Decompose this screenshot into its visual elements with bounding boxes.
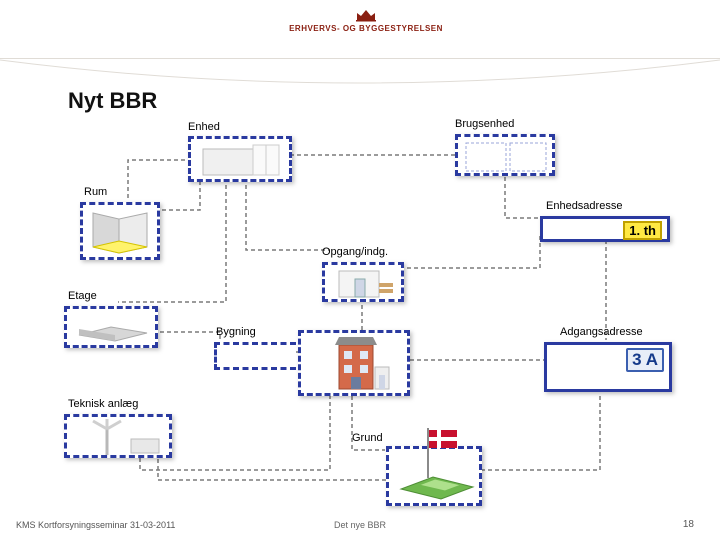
- badge-1th: 1. th: [623, 221, 662, 240]
- label-rum: Rum: [84, 186, 107, 198]
- label-grund: Grund: [352, 432, 383, 444]
- label-enhedsadresse: Enhedsadresse: [546, 200, 622, 212]
- org-logo: ERHVERVS- OG BYGGESTYRELSEN: [286, 8, 446, 33]
- header-rule: [0, 58, 720, 59]
- node-rum: [80, 202, 160, 260]
- node-brugsenhed: [455, 134, 555, 176]
- node-bygning-ext: [214, 342, 296, 370]
- footer-center: Det nye BBR: [334, 520, 386, 530]
- brugsenhed-thumb-icon: [464, 141, 550, 173]
- label-etage: Etage: [68, 290, 97, 302]
- node-bygning: [298, 330, 410, 396]
- node-enhed: [188, 136, 292, 182]
- crown-icon: [355, 8, 377, 22]
- label-enhed: Enhed: [188, 121, 220, 133]
- rum-thumb-icon: [89, 211, 155, 255]
- badge-3a: 3 A: [626, 348, 664, 372]
- node-opgang: [322, 262, 404, 302]
- opgang-thumb-icon: [333, 269, 397, 299]
- flag-icon: [424, 428, 460, 483]
- label-adgangsadresse: Adgangsadresse: [560, 326, 643, 338]
- node-etage: [64, 306, 158, 348]
- footer-page: 18: [683, 519, 694, 530]
- etage-thumb-icon: [75, 315, 151, 343]
- footer-left: KMS Kortforsyningsseminar 31-03-2011: [16, 520, 175, 530]
- org-name: ERHVERVS- OG BYGGESTYRELSEN: [286, 24, 446, 33]
- slide-header: ERHVERVS- OG BYGGESTYRELSEN: [0, 0, 720, 66]
- label-teknisk: Teknisk anlæg: [68, 398, 138, 410]
- label-bygning: Bygning: [216, 326, 256, 338]
- node-enhedsadresse: 1. th: [540, 216, 670, 242]
- enhed-thumb-icon: [199, 143, 285, 179]
- teknisk-thumb-icon: [75, 419, 165, 457]
- label-opgang: Opgang/indg.: [322, 246, 388, 258]
- bygning-thumb-icon: [311, 337, 401, 393]
- node-teknisk: [64, 414, 172, 458]
- label-brugsenhed: Brugsenhed: [455, 118, 514, 130]
- slide-title: Nyt BBR: [68, 88, 157, 114]
- node-adgangsadresse: 3 A: [544, 342, 672, 392]
